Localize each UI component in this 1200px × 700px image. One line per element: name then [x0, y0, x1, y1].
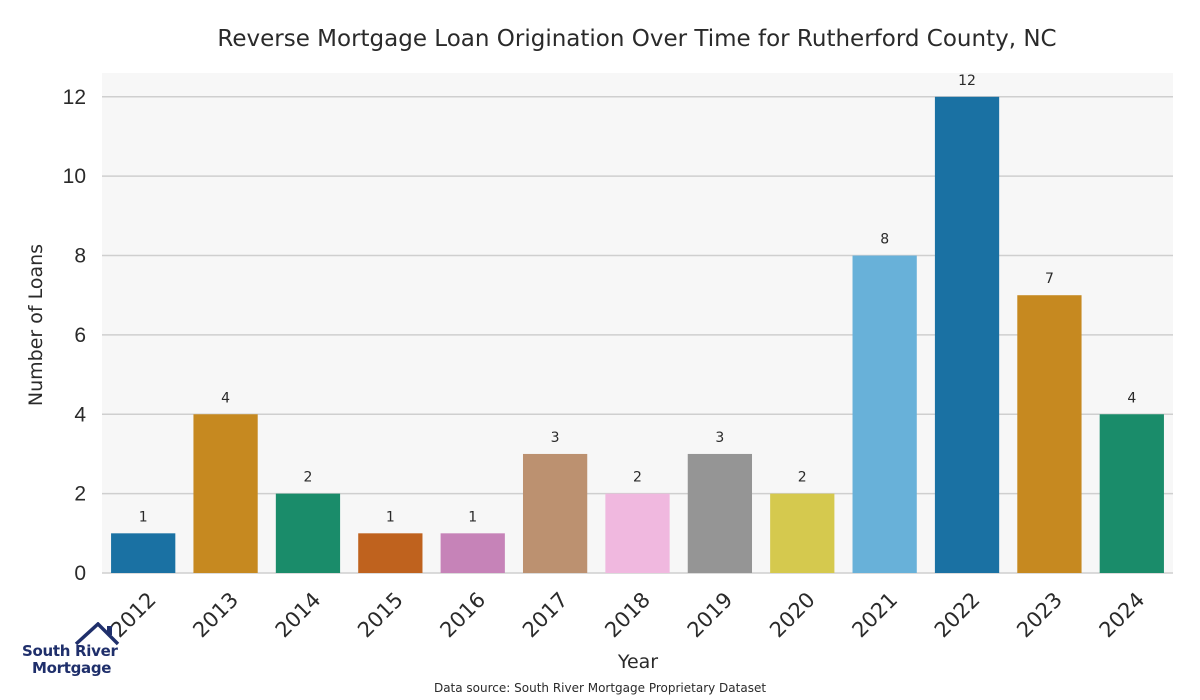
- bar-2019: [687, 453, 753, 573]
- y-tick-label: 4: [74, 403, 86, 426]
- bar-2017: [522, 453, 588, 573]
- x-axis-label: Year: [617, 651, 658, 673]
- y-tick-label: 2: [74, 483, 86, 506]
- house-roof-icon: [74, 622, 120, 646]
- data-label-2022: 12: [958, 73, 976, 89]
- bar-2022: [934, 96, 1000, 574]
- bar-2013: [193, 414, 258, 573]
- data-labels: 1 4 2 1 1 3 2 3 2 8 12 7 4: [139, 73, 1137, 526]
- logo-line-1: South River: [22, 642, 118, 660]
- data-label-2020: 2: [798, 470, 807, 486]
- x-tick-label-2018: 2018: [600, 588, 655, 643]
- x-tick-label-2020: 2020: [765, 588, 820, 643]
- x-tick-label-2022: 2022: [930, 588, 985, 643]
- y-axis-label: Number of Loans: [25, 244, 47, 406]
- data-label-2024: 4: [1127, 390, 1136, 406]
- data-label-2021: 8: [880, 232, 889, 248]
- data-label-2017: 3: [551, 430, 560, 446]
- x-tick-label-2019: 2019: [683, 588, 738, 643]
- y-tick-label: 6: [74, 324, 86, 347]
- bar-2012: [111, 533, 176, 573]
- x-axis-ticks: 2012 2013 2014 2015 2016 2017 2018 2019 2020 2021…: [106, 588, 1149, 643]
- data-label-2016: 1: [468, 509, 477, 525]
- y-tick-label: 8: [74, 245, 86, 268]
- bar-2016: [440, 533, 505, 573]
- data-label-2015: 1: [386, 509, 395, 525]
- data-label-2013: 4: [221, 390, 230, 406]
- logo-line-2: Mortgage: [32, 659, 112, 677]
- y-tick-label: 10: [63, 165, 86, 188]
- bar-2023: [1017, 295, 1082, 573]
- bar-2014: [275, 493, 341, 573]
- data-label-2014: 2: [304, 470, 313, 486]
- y-tick-label: 0: [74, 562, 86, 585]
- bar-2015: [358, 533, 423, 573]
- x-tick-label-2013: 2013: [188, 588, 243, 643]
- data-label-2018: 2: [633, 470, 642, 486]
- x-tick-label-2015: 2015: [353, 588, 408, 643]
- bar-2024: [1099, 414, 1164, 573]
- x-tick-label-2021: 2021: [847, 588, 902, 643]
- data-label-2012: 1: [139, 509, 148, 525]
- x-tick-label-2016: 2016: [435, 588, 490, 643]
- data-label-2023: 7: [1045, 271, 1054, 287]
- bars: [111, 96, 1164, 574]
- x-tick-label-2014: 2014: [271, 588, 326, 643]
- bar-2021: [852, 255, 917, 574]
- x-tick-label-2024: 2024: [1095, 588, 1150, 643]
- x-tick-label-2017: 2017: [518, 588, 573, 643]
- south-river-mortgage-logo: South River Mortgage: [22, 622, 122, 682]
- chart-title: Reverse Mortgage Loan Origination Over T…: [217, 26, 1056, 52]
- y-axis-ticks: 0 2 4 6 8 10 12: [63, 86, 87, 585]
- data-source-note: Data source: South River Mortgage Propri…: [434, 681, 766, 695]
- y-tick-label: 12: [63, 86, 86, 109]
- x-tick-label-2023: 2023: [1012, 588, 1067, 643]
- data-label-2019: 3: [715, 430, 724, 446]
- bar-2018: [605, 493, 670, 573]
- bar-2020: [770, 493, 835, 573]
